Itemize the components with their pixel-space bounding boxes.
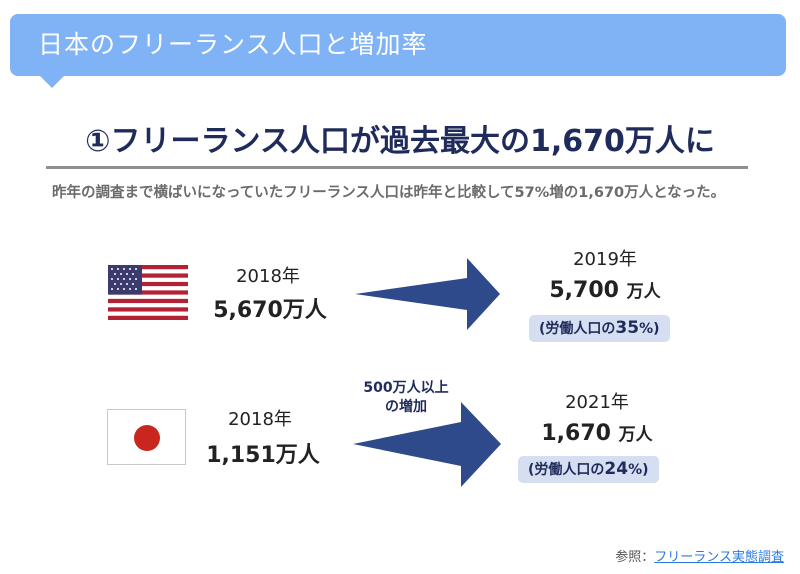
us-labor-share-badge: (労働人口の35%) [529, 315, 670, 342]
jp-before-unit: 万人 [275, 443, 320, 468]
us-flag-icon [108, 265, 188, 320]
jp-after-population: 1,670 万人 [522, 420, 672, 446]
us-labor-suffix: %) [639, 321, 660, 337]
us-after-year: 2019年 [573, 249, 637, 270]
jp-labor-prefix: (労働人口の [528, 462, 605, 478]
jp-after-year: 2021年 [565, 392, 629, 413]
us-before-value: 5,670 [213, 298, 283, 323]
jp-before-value: 1,151 [206, 443, 276, 468]
jp-after-value: 1,670 [541, 421, 611, 446]
increase-note-line1: 500万人以上 [363, 380, 449, 396]
reference-link[interactable]: フリーランス実態調査 [654, 550, 784, 565]
right-arrow-icon [355, 258, 500, 330]
increase-note-line2: の増加 [385, 399, 427, 415]
us-after-unit: 万人 [626, 282, 661, 302]
jp-labor-suffix: %) [628, 462, 649, 478]
right-arrow-icon [353, 402, 501, 487]
page-title: 日本のフリーランス人口と増加率 [38, 30, 428, 59]
us-before-unit: 万人 [282, 298, 327, 323]
japan-flag-icon [107, 409, 186, 465]
jp-before-population: 1,151万人 [193, 437, 333, 469]
divider [46, 166, 748, 169]
us-labor-pct: 35 [615, 318, 640, 338]
header-banner: 日本のフリーランス人口と増加率 [10, 14, 786, 76]
description-text: 昨年の調査まで横ばいになっていたフリーランス人口は昨年と比較して57%増の1,6… [52, 185, 726, 201]
us-before-year: 2018年 [236, 266, 300, 287]
jp-before-year: 2018年 [228, 409, 292, 430]
header-banner-tail [40, 76, 64, 88]
us-before-population: 5,670万人 [200, 292, 340, 324]
reference-label: 参照： [615, 550, 655, 565]
increase-note: 500万人以上 の増加 [356, 379, 456, 417]
jp-labor-pct: 24 [604, 459, 629, 479]
jp-after-unit: 万人 [618, 425, 653, 445]
reference: 参照：フリーランス実態調査 [615, 546, 784, 565]
us-after-value: 5,700 [549, 278, 619, 303]
headline: ①フリーランス人口が過去最大の1,670万人に [85, 124, 715, 159]
us-labor-prefix: (労働人口の [539, 321, 616, 337]
jp-labor-share-badge: (労働人口の24%) [518, 456, 659, 483]
us-after-population: 5,700 万人 [530, 277, 680, 303]
japan-flag-sun [134, 425, 160, 451]
